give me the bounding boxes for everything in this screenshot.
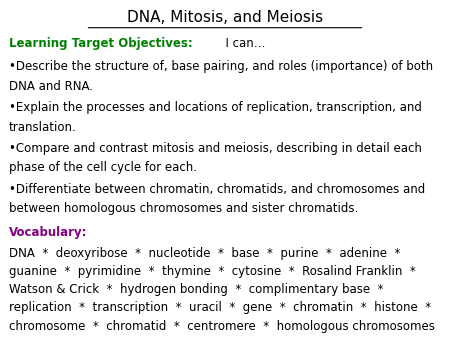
Text: Watson & Crick  *  hydrogen bonding  *  complimentary base  *: Watson & Crick * hydrogen bonding * comp… [9, 283, 383, 296]
Text: •Describe the structure of, base pairing, and roles (importance) of both: •Describe the structure of, base pairing… [9, 60, 433, 73]
Text: chromosome  *  chromatid  *  centromere  *  homologous chromosomes: chromosome * chromatid * centromere * ho… [9, 319, 435, 333]
Text: Vocabulary:: Vocabulary: [9, 226, 87, 239]
Text: translation.: translation. [9, 121, 77, 134]
Text: Learning Target Objectives:: Learning Target Objectives: [9, 37, 193, 49]
Text: replication  *  transcription  *  uracil  *  gene  *  chromatin  *  histone  *: replication * transcription * uracil * g… [9, 301, 431, 314]
Text: •Differentiate between chromatin, chromatids, and chromosomes and: •Differentiate between chromatin, chroma… [9, 183, 425, 196]
Text: DNA, Mitosis, and Meiosis: DNA, Mitosis, and Meiosis [127, 10, 323, 25]
Text: •Explain the processes and locations of replication, transcription, and: •Explain the processes and locations of … [9, 101, 422, 114]
Text: between homologous chromosomes and sister chromatids.: between homologous chromosomes and siste… [9, 202, 358, 215]
Text: phase of the cell cycle for each.: phase of the cell cycle for each. [9, 162, 197, 174]
Text: guanine  *  pyrimidine  *  thymine  *  cytosine  *  Rosalind Franklin  *: guanine * pyrimidine * thymine * cytosin… [9, 265, 416, 278]
Text: DNA and RNA.: DNA and RNA. [9, 80, 93, 93]
Text: I can…: I can… [218, 37, 266, 49]
Text: •Compare and contrast mitosis and meiosis, describing in detail each: •Compare and contrast mitosis and meiosi… [9, 142, 422, 155]
Text: DNA  *  deoxyribose  *  nucleotide  *  base  *  purine  *  adenine  *: DNA * deoxyribose * nucleotide * base * … [9, 247, 400, 260]
